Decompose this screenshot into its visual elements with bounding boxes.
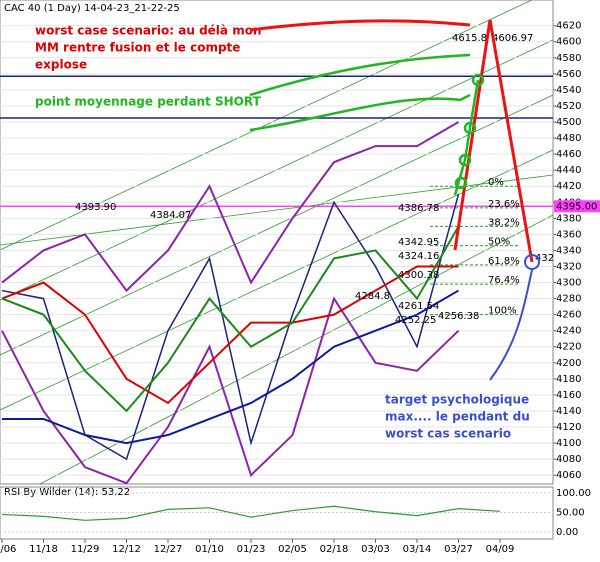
target-curve: [489, 254, 540, 381]
rsi-tick-label: 50.00: [556, 508, 585, 519]
price-label: 4606.97: [492, 33, 533, 44]
x-tick-label: 01/23: [237, 544, 266, 555]
fib-label: 38.2%: [488, 217, 520, 228]
y-tick-label: 4280: [556, 294, 581, 305]
y-tick-label: 4440: [556, 165, 581, 176]
y-tick-label: 4600: [556, 37, 581, 48]
x-tick-label: 02/18: [320, 544, 349, 555]
y-tick-label: 4120: [556, 422, 581, 433]
y-tick-label: 4220: [556, 342, 581, 353]
rsi-tick-label: 0.00: [556, 527, 578, 538]
fib-label: 50%: [488, 237, 510, 248]
averaging-path: [249, 53, 485, 196]
y-tick-label: 4360: [556, 229, 581, 240]
series-line: [1, 225, 460, 413]
x-tick-label: 03/27: [444, 544, 473, 555]
price-label: 4386.78: [398, 203, 439, 214]
x-tick-label: 03/14: [403, 544, 432, 555]
fib-label: 100%: [488, 306, 517, 317]
series-line: [2, 289, 460, 445]
y-tick-label: 4080: [556, 454, 581, 465]
fib-label: 23.6%: [488, 199, 520, 210]
current-price-label: 4395.00: [556, 201, 597, 212]
y-tick-label: 4140: [556, 406, 581, 417]
y-tick-label: 4160: [556, 390, 581, 401]
annotation: worst cas scenario: [385, 427, 511, 441]
rsi-tick-label: 100.00: [556, 488, 591, 499]
price-label: 432: [535, 253, 554, 264]
fib-label: 61.8%: [488, 256, 520, 267]
y-tick-label: 4420: [556, 181, 581, 192]
price-label: 4300.38: [398, 270, 439, 281]
x-tick-label: 11/06: [0, 544, 16, 555]
y-tick-label: 4180: [556, 374, 581, 385]
y-tick-label: 4540: [556, 85, 581, 96]
series-line: [1, 194, 460, 461]
price-label: 4252.25: [395, 315, 436, 326]
price-label: 4324.16: [398, 251, 439, 262]
x-tick-label: 04/09: [486, 544, 515, 555]
y-tick-label: 4620: [556, 21, 581, 32]
price-label: 4284.8: [355, 291, 390, 302]
y-tick-label: 4500: [556, 117, 581, 128]
y-tick-label: 4200: [556, 358, 581, 369]
annotation: target psychologique: [385, 393, 529, 407]
y-tick-label: 4480: [556, 133, 581, 144]
annotation: point moyennage perdant SHORT: [35, 95, 262, 109]
price-label: 4393.90: [75, 202, 116, 213]
current-price-box: [554, 200, 600, 213]
annotation: max.... le pendant du: [385, 410, 530, 424]
y-tick-label: 4060: [556, 470, 581, 481]
series-line: [1, 121, 460, 293]
price-label: 4342.95: [398, 237, 439, 248]
fib-label: 76.4%: [488, 275, 520, 286]
y-tick-label: 4100: [556, 438, 581, 449]
projection-arrow: [249, 19, 534, 263]
x-tick-label: 03/03: [361, 544, 390, 555]
price-label: 4256.38: [438, 311, 479, 322]
x-tick-label: 01/10: [195, 544, 224, 555]
series-line: [1, 265, 459, 405]
x-tick-label: 11/18: [29, 544, 58, 555]
y-tick-label: 4340: [556, 245, 581, 256]
y-tick-label: 4260: [556, 310, 581, 321]
rsi-line: [1, 505, 501, 521]
y-tick-label: 4320: [556, 261, 581, 272]
x-tick-label: 12/12: [112, 544, 141, 555]
fib-label: 0%: [488, 177, 504, 188]
y-tick-label: 4520: [556, 101, 581, 112]
price-label: 4384.07: [150, 210, 191, 221]
annotation: worst case scenario: au délà mon: [35, 24, 262, 38]
y-tick-label: 4380: [556, 213, 581, 224]
y-tick-label: 4580: [556, 53, 581, 64]
price-label: 4615.8: [452, 33, 487, 44]
y-tick-label: 4560: [556, 69, 581, 80]
y-tick-label: 4300: [556, 278, 581, 289]
price-label: 4261.54: [398, 301, 439, 312]
y-tick-label: 4240: [556, 326, 581, 337]
x-tick-label: 11/29: [71, 544, 100, 555]
x-tick-label: 12/27: [154, 544, 183, 555]
rsi-label: RSI By Wilder (14): 53.22: [4, 487, 130, 498]
chart-title: CAC 40 (1 Day) 14-04-23_21-22-25: [4, 3, 180, 14]
annotation: explose: [35, 58, 87, 72]
annotation: MM rentre fusion et le compte: [35, 41, 240, 55]
y-tick-label: 4460: [556, 149, 581, 160]
x-tick-label: 02/05: [278, 544, 307, 555]
